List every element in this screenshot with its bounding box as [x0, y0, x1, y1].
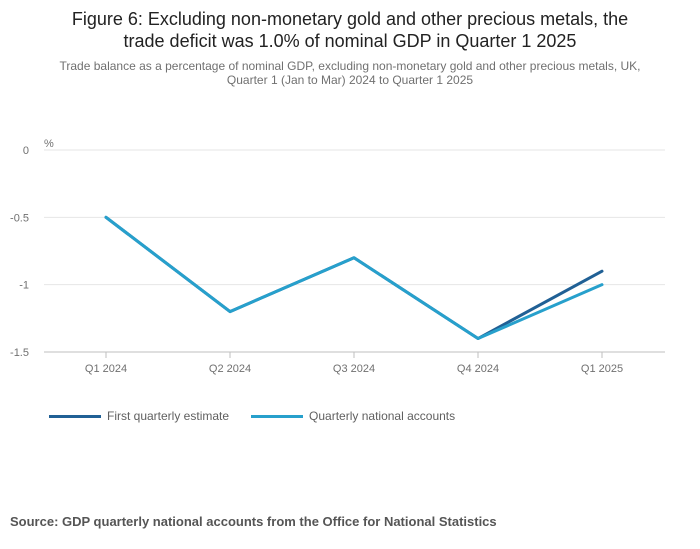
- x-tick-label: Q1 2025: [581, 363, 623, 375]
- legend-label-first-estimate: First quarterly estimate: [107, 409, 230, 423]
- legend-swatch-quarterly-accounts: [251, 414, 304, 418]
- chart-subtitle-line-2: Quarter 1 (Jan to Mar) 2024 to Quarter 1…: [226, 73, 474, 87]
- legend-label-quarterly-accounts: Quarterly national accounts: [309, 409, 456, 423]
- series-line-first-estimate: [104, 215, 604, 341]
- chart-title-line-1: Figure 6: Excluding non-monetary gold an…: [71, 9, 629, 29]
- chart-subtitle-line-1: Trade balance as a percentage of nominal…: [59, 59, 641, 73]
- series-line-quarterly-accounts: [104, 215, 604, 341]
- y-axis-label: %: [44, 138, 54, 150]
- x-tick-label: Q1 2024: [85, 363, 127, 375]
- x-tick-label: Q3 2024: [333, 363, 375, 375]
- chart-subtitle: Trade balance as a percentage of nominal…: [0, 59, 700, 87]
- axis-layer: 0 -0.5 -1 -1.5 Q1 2024 Q2 2024 Q3 2024 Q4 2024 Q…: [10, 145, 665, 375]
- legend-item-quarterly-accounts[interactable]: Quarterly national accounts: [251, 409, 455, 423]
- legend-swatch-first-estimate: [49, 414, 101, 418]
- source-note: Source: GDP quarterly national accounts …: [10, 514, 497, 529]
- legend-item-first-estimate[interactable]: First quarterly estimate: [49, 409, 229, 423]
- y-tick-label: -1.5: [10, 347, 29, 359]
- x-tick-label: Q4 2024: [457, 363, 499, 375]
- grid-layer: [44, 149, 665, 286]
- chart-title-line-2: trade deficit was 1.0% of nominal GDP in…: [123, 31, 577, 51]
- x-tick-label: Q2 2024: [209, 363, 251, 375]
- chart-title: Figure 6: Excluding non-monetary gold an…: [0, 8, 700, 52]
- line-chart: 0 -0.5 -1 -1.5 Q1 2024 Q2 2024 Q3 2024 Q4 2024 Q…: [10, 138, 665, 375]
- y-tick-label: 0: [23, 145, 29, 157]
- series-layer: [104, 215, 604, 341]
- y-tick-label: -0.5: [10, 212, 29, 224]
- y-tick-label: -1: [19, 280, 29, 292]
- legend: First quarterly estimate Quarterly natio…: [49, 409, 477, 423]
